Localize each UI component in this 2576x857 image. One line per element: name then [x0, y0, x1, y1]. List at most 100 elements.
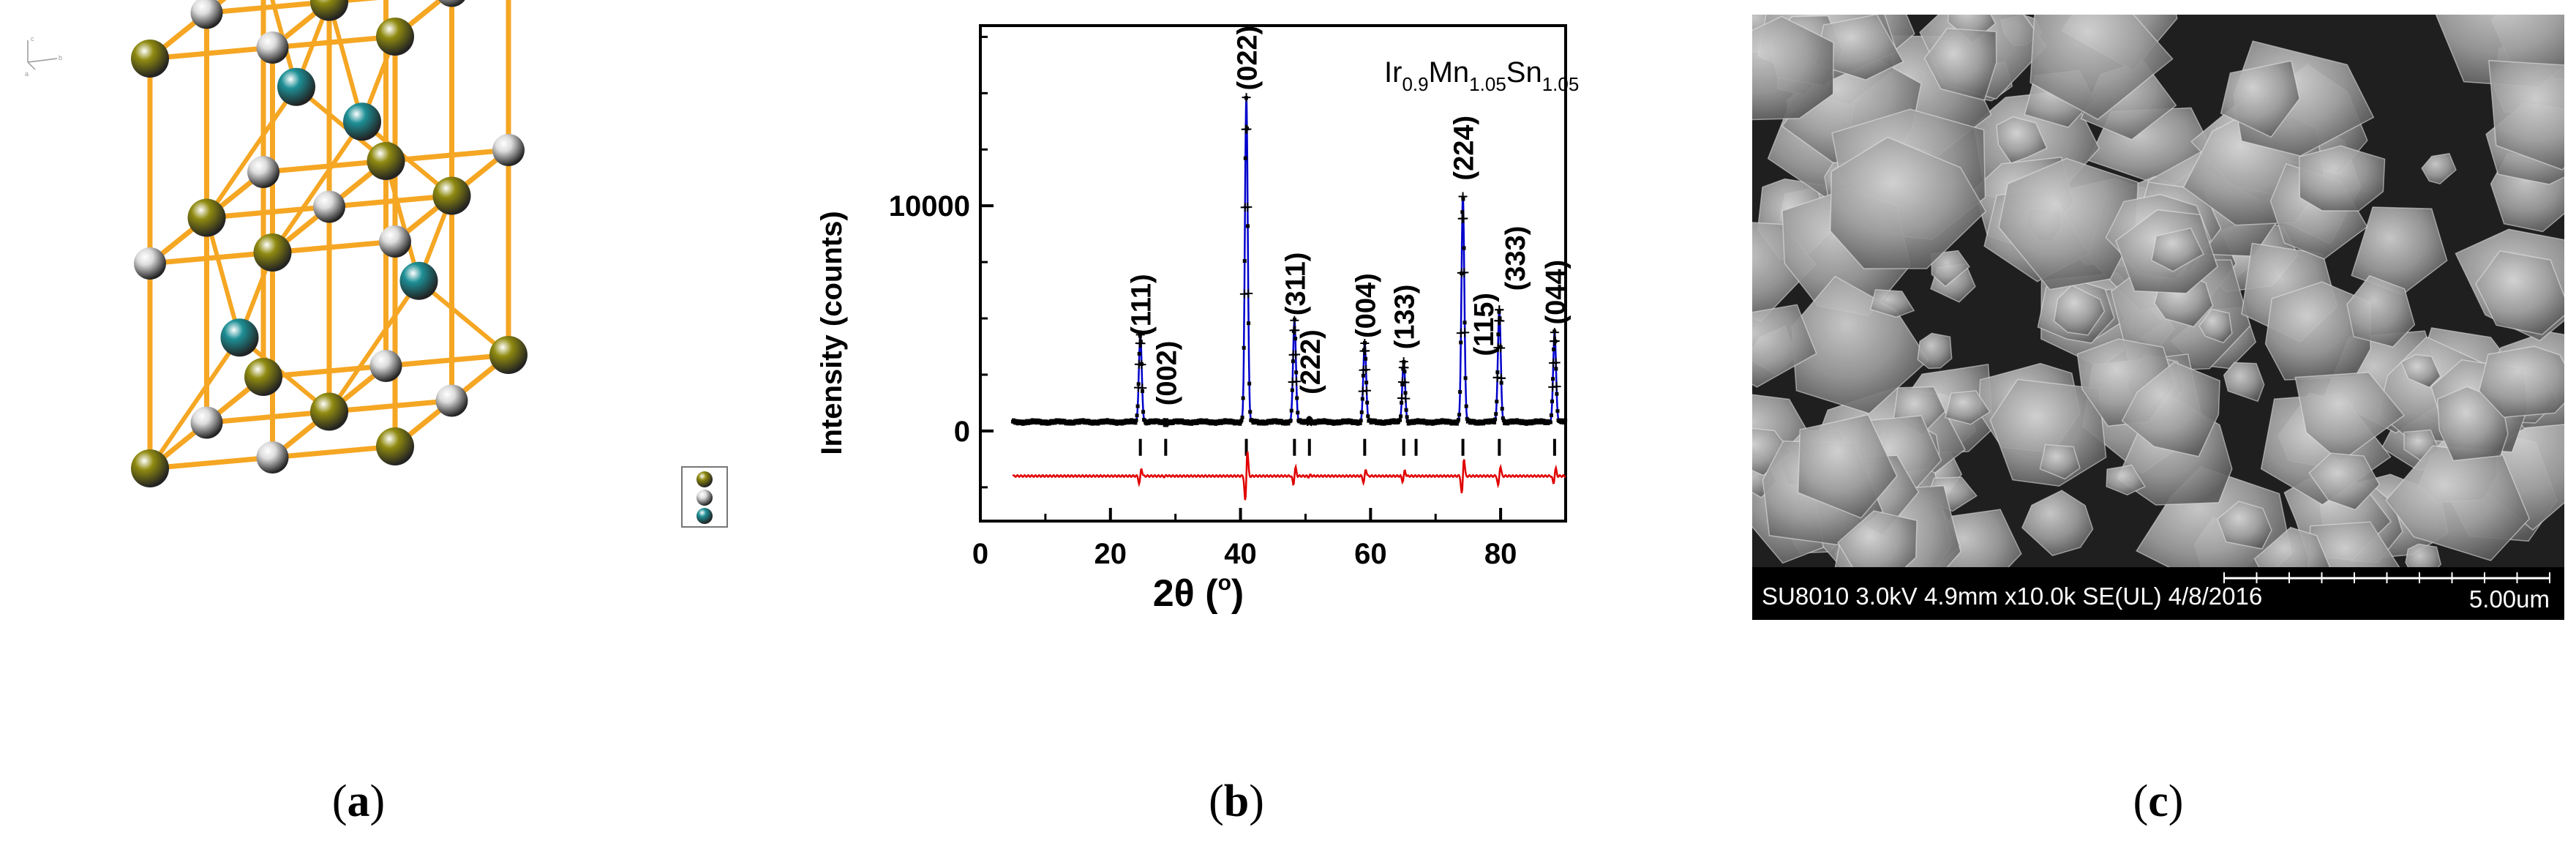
- observed-point: [1172, 418, 1176, 422]
- atom-ir: [134, 247, 166, 280]
- peak-label: (115): [1469, 293, 1500, 356]
- lattice-bond: [149, 250, 273, 266]
- mn-sn-bond: [148, 336, 241, 470]
- peak-observed-marker: [1291, 326, 1300, 335]
- peak-label: (044): [1541, 260, 1571, 325]
- observed-point: [1328, 419, 1332, 423]
- peak-observed-marker: [1360, 338, 1370, 348]
- sem-grain: [1917, 332, 1953, 370]
- observed-point: [1209, 419, 1214, 424]
- atom-set: [131, 0, 527, 487]
- observed-point: [1322, 418, 1326, 422]
- observed-point: [1045, 422, 1049, 426]
- sem-grain: [2475, 250, 2564, 335]
- observed-point: [1141, 410, 1146, 414]
- observed-point: [1144, 422, 1149, 426]
- observed-point: [1483, 419, 1487, 423]
- sem-grain: [2121, 361, 2220, 457]
- observed-point: [1454, 422, 1459, 426]
- peak-label: (224): [1449, 116, 1480, 181]
- observed-point: [1370, 418, 1375, 422]
- sem-grain: [1752, 15, 1834, 121]
- observed-point: [1073, 419, 1078, 423]
- atom-ir: [435, 384, 468, 417]
- sem-grain: [1830, 136, 1987, 269]
- atom-ir: [313, 190, 345, 223]
- observed-point: [1247, 381, 1252, 386]
- observed-point: [1120, 422, 1124, 426]
- observed-point: [1242, 259, 1247, 263]
- atom-sn: [432, 176, 471, 215]
- observed-point: [1346, 418, 1351, 422]
- observed-point: [1365, 400, 1370, 405]
- observed-point: [1496, 332, 1501, 337]
- observed-point: [1299, 421, 1304, 425]
- peak-observed-marker: [1291, 350, 1301, 359]
- sem-grain: [2198, 308, 2233, 344]
- crystal-structure-panel: c b a: [0, 0, 761, 585]
- sem-grain: [2217, 501, 2272, 550]
- sem-grain: [2151, 227, 2204, 272]
- observed-point: [1295, 396, 1299, 400]
- observed-point: [1358, 421, 1362, 425]
- observed-point: [1501, 416, 1505, 420]
- lattice-bond: [206, 204, 330, 220]
- observed-point: [1182, 421, 1186, 425]
- x-tick-label: 80: [1484, 538, 1517, 570]
- observed-point: [1493, 417, 1498, 422]
- mn-sn-bond: [204, 217, 242, 339]
- caption-c: (c): [2133, 776, 2184, 826]
- sem-grain: [2478, 345, 2564, 418]
- sem-grain: [2421, 152, 2457, 185]
- peak-label: (222): [1296, 329, 1326, 394]
- peak-observed-marker: [1400, 378, 1410, 387]
- observed-point: [1422, 418, 1426, 422]
- x-tick-label: 60: [1354, 538, 1387, 570]
- mn-sn-bond: [327, 280, 421, 413]
- observed-point: [1092, 419, 1096, 424]
- observed-point: [1288, 419, 1293, 423]
- observed-point: [1555, 409, 1560, 413]
- peak-observed-marker: [1400, 363, 1409, 373]
- peak-observed-marker: [1292, 377, 1301, 386]
- observed-point: [1427, 419, 1431, 424]
- peak-observed-marker: [1244, 288, 1253, 298]
- observed-point: [1539, 418, 1544, 422]
- observed-point: [1101, 421, 1105, 425]
- observed-point: [1241, 396, 1245, 400]
- difference-curve: [1012, 451, 1566, 501]
- peak-observed-marker: [1460, 328, 1470, 337]
- peak-observed-marker: [1307, 417, 1316, 427]
- caption-b: (b): [1209, 776, 1264, 826]
- observed-point: [1054, 418, 1059, 422]
- sem-grain: [2021, 490, 2094, 556]
- atom-mn: [277, 67, 315, 106]
- observed-point: [1036, 418, 1040, 422]
- observed-point: [1290, 388, 1294, 392]
- atom-ir: [247, 156, 279, 188]
- sem-grain: [2400, 353, 2441, 389]
- lattice-bond: [328, 398, 452, 414]
- mn-sn-bond: [327, 1, 364, 123]
- observed-point: [1506, 422, 1510, 426]
- mn-sn-bond: [270, 0, 298, 88]
- peak-observed-marker: [1362, 386, 1371, 395]
- observed-point: [1111, 419, 1115, 423]
- sem-grain: [2294, 372, 2406, 463]
- observed-point: [1195, 421, 1199, 425]
- x-tick-label: 20: [1094, 538, 1127, 570]
- axis-label-c: c: [31, 35, 34, 42]
- observed-point: [1240, 415, 1244, 419]
- xrd-chart: Ir0.9Mn1.05Sn1.05 0 20 40 60 80 0 10000 (111) (0…: [816, 24, 1579, 615]
- xrd-pattern-panel: Ir0.9Mn1.05Sn1.05 0 20 40 60 80 0 10000 (111) (0…: [790, 0, 1610, 659]
- peak-observed-marker: [1459, 214, 1468, 223]
- observed-point: [1017, 419, 1021, 423]
- sem-grain: [2488, 59, 2564, 171]
- observed-point: [1548, 420, 1552, 424]
- atom-ir: [256, 31, 289, 64]
- sem-grain: [2039, 444, 2081, 480]
- observed-point: [1337, 422, 1341, 426]
- sem-grain: [2299, 145, 2386, 212]
- axis-label-a: a: [25, 70, 29, 78]
- observed-point: [1135, 404, 1140, 408]
